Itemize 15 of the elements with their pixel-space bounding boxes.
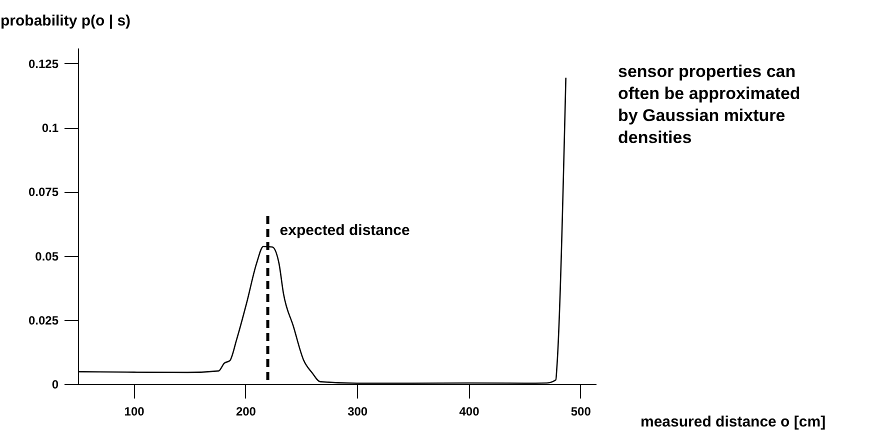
x-tick-label: 400 <box>459 404 480 418</box>
y-tick-label: 0 <box>52 378 59 392</box>
x-tick-label: 200 <box>236 404 256 418</box>
x-tick-label: 300 <box>348 404 368 418</box>
text: sensor properties can often be approximated by Gaussian mixture densities <box>618 62 800 147</box>
x-tick-label: 100 <box>124 404 145 418</box>
y-axis-title: probability p(o | s) <box>0 12 131 30</box>
y-tick-label: 0.075 <box>28 185 59 200</box>
y-tick-label: 0.1 <box>42 121 59 136</box>
ref-line-label: expected distance <box>280 222 410 239</box>
x-axis-title: measured distance o [cm] <box>640 414 826 430</box>
y-tick-label: 0.125 <box>28 56 59 71</box>
y-tick-label: 0.05 <box>35 249 59 264</box>
x-tick-label: 500 <box>570 404 592 418</box>
y-tick-label: 0.025 <box>28 313 59 328</box>
